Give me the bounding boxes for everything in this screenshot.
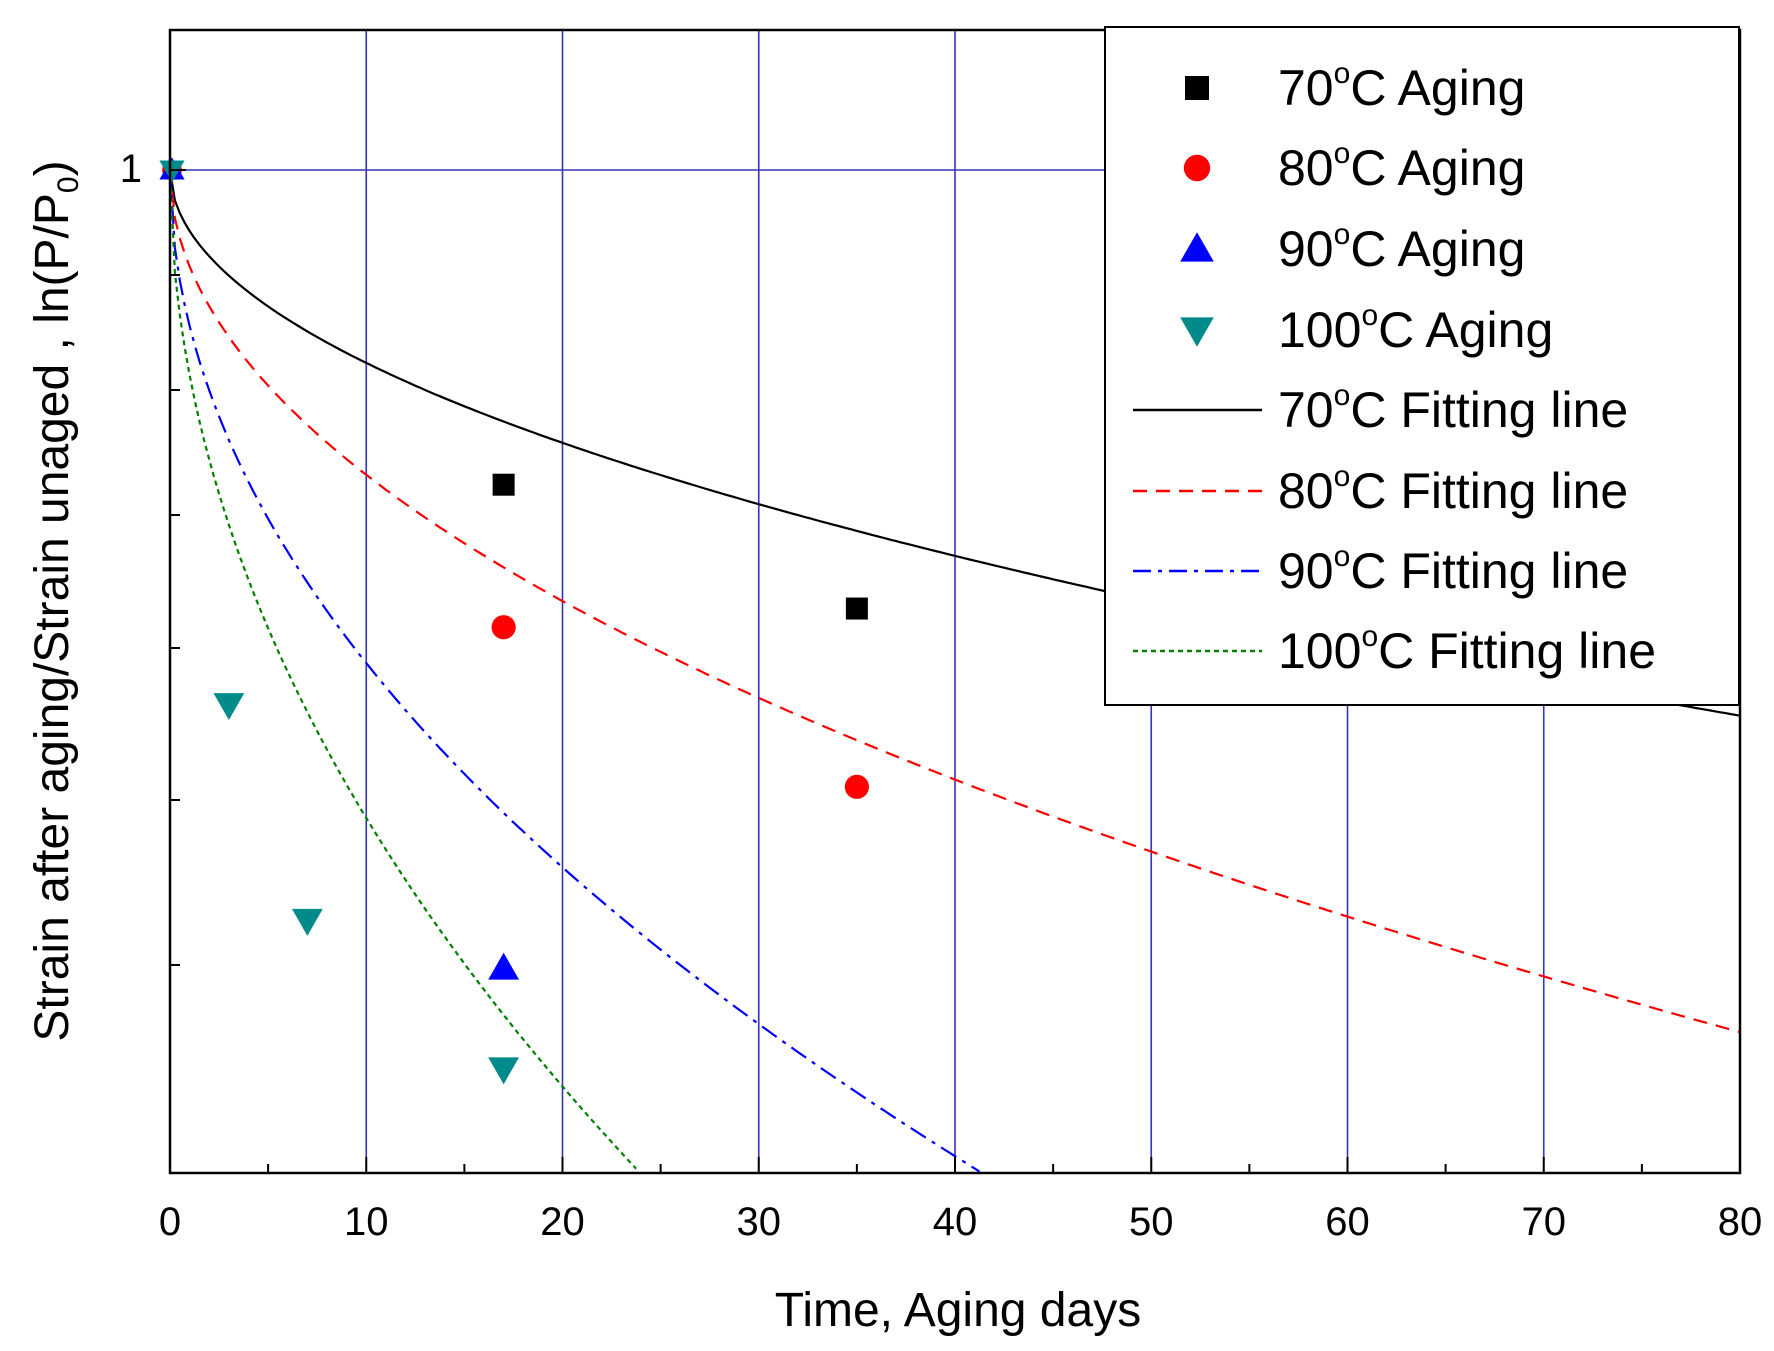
axis-ticks bbox=[169, 169, 1741, 1173]
point-100-origin bbox=[159, 160, 185, 183]
y-tick-label-1: 1 bbox=[120, 147, 142, 191]
x-tick-label-20: 20 bbox=[540, 1200, 585, 1244]
point-80-0 bbox=[491, 615, 516, 640]
legend-marker-80-aging bbox=[1183, 154, 1211, 182]
x-tick-label-30: 30 bbox=[737, 1200, 782, 1244]
legend: 70oC Aging 80oC Aging 90oC Aging 100oC Agin… bbox=[1104, 26, 1740, 706]
legend-label-90-aging: 90oC Aging bbox=[1278, 218, 1525, 277]
legend-label-100-aging: 100oC Aging bbox=[1278, 299, 1553, 358]
fit-line-90 bbox=[168, 169, 981, 1173]
legend-marker-70-aging bbox=[1185, 76, 1209, 100]
y-axis-title-subscript: 0 bbox=[52, 176, 85, 193]
legend-box bbox=[1104, 26, 1740, 706]
x-tick-label-10: 10 bbox=[344, 1200, 389, 1244]
legend-label-70-fit: 70oC Fitting line bbox=[1278, 379, 1628, 438]
x-tick-label-70: 70 bbox=[1522, 1200, 1567, 1244]
fit-line-100 bbox=[168, 169, 637, 1170]
legend-label-70-aging: 70oC Aging bbox=[1278, 57, 1525, 116]
x-tick-labels: 0 10 20 30 40 50 60 70 80 bbox=[159, 1200, 1762, 1244]
point-100-0 bbox=[213, 693, 245, 721]
point-70-0 bbox=[492, 473, 515, 496]
y-axis-title-main: Strain after aging/Strain unaged , ln(P/… bbox=[26, 193, 79, 1042]
y-axis-title: Strain after aging/Strain unaged , ln(P/… bbox=[26, 160, 85, 1041]
legend-marker-90-aging bbox=[1180, 232, 1214, 262]
x-tick-label-80: 80 bbox=[1718, 1200, 1763, 1244]
fit-line-80 bbox=[168, 169, 1741, 1034]
data-points bbox=[159, 157, 869, 1085]
x-tick-label-0: 0 bbox=[159, 1200, 181, 1244]
point-90-0 bbox=[488, 952, 520, 980]
x-tick-label-40: 40 bbox=[933, 1200, 978, 1244]
legend-label-80-fit: 80oC Fitting line bbox=[1278, 460, 1628, 519]
legend-label-100-fit: 100oC Fitting line bbox=[1278, 620, 1656, 679]
point-80-1 bbox=[844, 774, 869, 799]
point-100-2 bbox=[488, 1057, 520, 1085]
point-70-1 bbox=[845, 597, 868, 620]
x-tick-label-60: 60 bbox=[1325, 1200, 1370, 1244]
y-axis-title-close: ) bbox=[26, 160, 79, 176]
x-tick-label-50: 50 bbox=[1129, 1200, 1174, 1244]
legend-label-80-aging: 80oC Aging bbox=[1278, 137, 1525, 196]
legend-marker-100-aging bbox=[1180, 317, 1214, 347]
x-axis-title: Time, Aging days bbox=[775, 1284, 1141, 1337]
point-100-1 bbox=[291, 908, 323, 936]
legend-label-90-fit: 90oC Fitting line bbox=[1278, 540, 1628, 599]
